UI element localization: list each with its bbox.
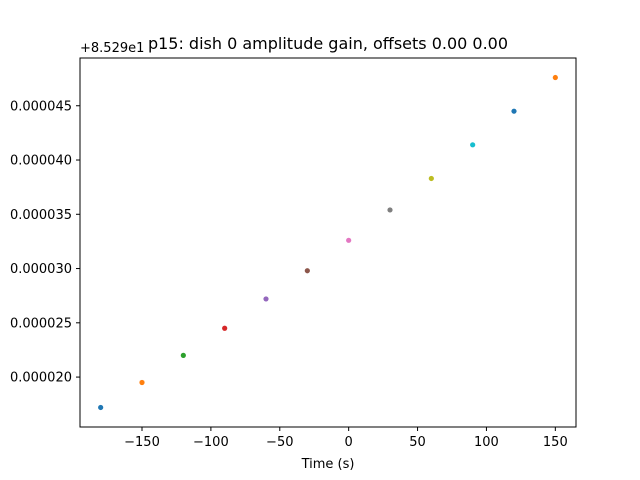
data-point <box>511 108 517 114</box>
plot-area: −150 −100 −50 0 50 100 150 0.0000200.0000250.0… <box>10 57 577 450</box>
y-axis-ticks: 0.000020 0.000025 0.000030 0.000035 0.000040… <box>10 99 80 386</box>
x-tick-label: 0 <box>345 435 353 450</box>
chart-title: p15: dish 0 amplitude gain, offsets 0.00… <box>148 34 508 53</box>
y-tick-label: 0.000040 <box>10 154 72 169</box>
data-point <box>222 325 228 331</box>
x-tick-label: −100 <box>193 435 229 450</box>
y-tick-label: 0.000035 <box>10 208 72 223</box>
y-axis-offset-text: +8.529e1 <box>80 41 144 56</box>
x-tick-label: 150 <box>543 435 568 450</box>
y-tick-label: 0.000030 <box>10 262 72 277</box>
data-point <box>98 404 104 411</box>
data-point <box>387 207 393 213</box>
x-tick-label: 50 <box>409 435 426 450</box>
data-point <box>470 142 476 148</box>
data-point <box>428 175 434 182</box>
data-point <box>304 268 310 274</box>
y-tick-label: 0.000020 <box>10 371 72 386</box>
x-axis-label: Time (s) <box>301 457 355 472</box>
data-points <box>98 74 558 411</box>
data-point <box>346 237 352 243</box>
x-tick-label: −50 <box>266 435 293 450</box>
data-point <box>263 296 269 302</box>
x-axis-ticks: −150 −100 −50 0 50 100 150 <box>124 427 568 450</box>
x-tick-label: −150 <box>124 435 160 450</box>
y-tick-label: 0.000045 <box>10 99 72 114</box>
y-tick-label: 0.000025 <box>10 316 72 331</box>
axes-frame <box>79 57 577 428</box>
x-tick-label: 100 <box>474 435 499 450</box>
data-point <box>180 352 186 358</box>
data-point <box>139 379 145 386</box>
data-point <box>552 74 558 81</box>
